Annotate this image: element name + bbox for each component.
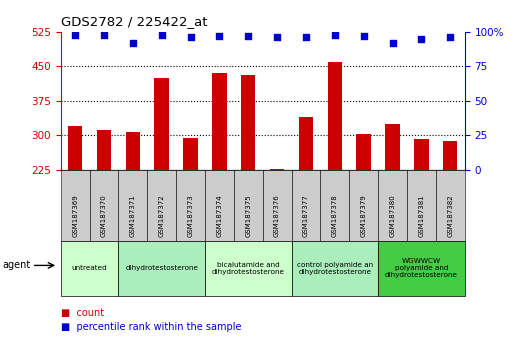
Text: GSM187381: GSM187381 [418,194,425,237]
Bar [385,124,400,170]
Text: GSM187370: GSM187370 [101,194,107,237]
Bar [241,75,256,170]
Bar [183,138,198,170]
Point [360,33,368,39]
Point [129,40,137,46]
Bar [212,73,227,170]
Text: dihydrotestosterone: dihydrotestosterone [125,265,198,271]
Bar [443,141,457,170]
Text: GDS2782 / 225422_at: GDS2782 / 225422_at [61,15,207,28]
Point [244,33,252,39]
Bar [299,117,313,170]
Bar [97,130,111,170]
Text: GSM187375: GSM187375 [245,195,251,237]
Point [273,35,281,40]
Bar [126,132,140,170]
Text: GSM187382: GSM187382 [447,195,453,237]
Text: GSM187371: GSM187371 [130,194,136,237]
Point [331,32,339,38]
Text: control polyamide an
dihydrotestosterone: control polyamide an dihydrotestosterone [297,262,373,275]
Text: ■  count: ■ count [61,308,104,318]
Bar [327,62,342,170]
Text: GSM187376: GSM187376 [274,194,280,237]
Text: bicalutamide and
dihydrotestosterone: bicalutamide and dihydrotestosterone [212,262,285,275]
Text: GSM187374: GSM187374 [216,195,222,237]
Bar [414,139,429,170]
Text: GSM187372: GSM187372 [159,195,165,237]
Bar [68,126,82,170]
Bar [356,134,371,170]
Point [186,35,195,40]
Point [446,35,455,40]
Text: ■  percentile rank within the sample: ■ percentile rank within the sample [61,322,241,332]
Point [157,32,166,38]
Point [71,32,79,38]
Text: agent: agent [3,261,31,270]
Text: GSM187377: GSM187377 [303,194,309,237]
Text: GSM187369: GSM187369 [72,194,78,237]
Point [301,35,310,40]
Text: GSM187378: GSM187378 [332,194,338,237]
Point [215,33,224,39]
Text: GSM187379: GSM187379 [361,194,366,237]
Bar [270,169,284,170]
Point [417,36,426,42]
Bar [155,78,169,170]
Text: GSM187380: GSM187380 [390,194,395,237]
Point [388,40,397,46]
Text: GSM187373: GSM187373 [187,194,194,237]
Point [100,32,108,38]
Text: untreated: untreated [72,265,107,271]
Text: WGWWCW
polyamide and
dihydrotestosterone: WGWWCW polyamide and dihydrotestosterone [385,258,458,278]
